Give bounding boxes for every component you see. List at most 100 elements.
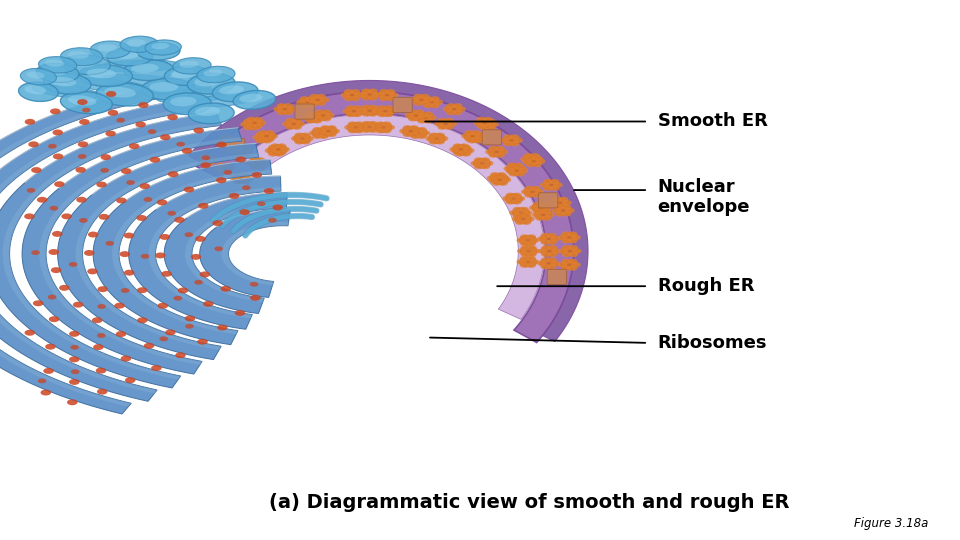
Ellipse shape bbox=[195, 107, 220, 116]
Circle shape bbox=[183, 186, 194, 192]
Circle shape bbox=[202, 156, 210, 160]
Circle shape bbox=[452, 144, 462, 149]
Circle shape bbox=[568, 252, 578, 257]
Circle shape bbox=[540, 208, 549, 214]
Ellipse shape bbox=[36, 63, 79, 83]
Circle shape bbox=[415, 116, 424, 122]
Ellipse shape bbox=[180, 61, 199, 68]
Circle shape bbox=[216, 164, 233, 173]
Circle shape bbox=[266, 135, 276, 140]
Circle shape bbox=[520, 157, 530, 162]
Circle shape bbox=[537, 236, 546, 241]
Circle shape bbox=[249, 157, 258, 163]
Circle shape bbox=[519, 257, 537, 267]
Circle shape bbox=[521, 189, 531, 194]
Circle shape bbox=[25, 119, 36, 125]
Circle shape bbox=[438, 124, 447, 130]
Circle shape bbox=[344, 96, 353, 101]
Circle shape bbox=[464, 131, 481, 141]
Circle shape bbox=[220, 134, 229, 140]
Circle shape bbox=[141, 254, 150, 259]
Circle shape bbox=[322, 116, 331, 122]
Circle shape bbox=[50, 109, 60, 114]
Circle shape bbox=[346, 112, 355, 117]
Circle shape bbox=[509, 210, 518, 215]
Circle shape bbox=[462, 145, 471, 150]
Ellipse shape bbox=[156, 89, 228, 103]
Circle shape bbox=[255, 138, 265, 144]
Circle shape bbox=[540, 233, 550, 238]
Ellipse shape bbox=[113, 51, 138, 59]
Ellipse shape bbox=[142, 78, 194, 100]
Circle shape bbox=[552, 203, 562, 208]
Circle shape bbox=[125, 377, 135, 383]
Circle shape bbox=[28, 141, 38, 147]
Circle shape bbox=[195, 236, 205, 242]
Circle shape bbox=[306, 118, 316, 124]
Circle shape bbox=[317, 129, 326, 134]
Circle shape bbox=[228, 193, 239, 199]
Circle shape bbox=[487, 176, 496, 181]
Circle shape bbox=[377, 112, 387, 117]
Circle shape bbox=[489, 146, 498, 151]
Circle shape bbox=[341, 92, 350, 98]
Circle shape bbox=[417, 113, 434, 123]
Circle shape bbox=[121, 288, 130, 293]
Circle shape bbox=[316, 115, 325, 120]
Ellipse shape bbox=[132, 64, 158, 73]
Polygon shape bbox=[188, 80, 588, 341]
Circle shape bbox=[369, 121, 378, 126]
Circle shape bbox=[262, 132, 272, 137]
Circle shape bbox=[526, 156, 536, 161]
Circle shape bbox=[427, 115, 437, 120]
Circle shape bbox=[411, 127, 420, 132]
Circle shape bbox=[545, 212, 555, 218]
Circle shape bbox=[559, 197, 568, 202]
Circle shape bbox=[454, 146, 471, 156]
Circle shape bbox=[507, 169, 516, 174]
Circle shape bbox=[191, 254, 202, 260]
Ellipse shape bbox=[164, 66, 210, 85]
Circle shape bbox=[256, 120, 266, 125]
Circle shape bbox=[257, 201, 266, 206]
Circle shape bbox=[550, 261, 560, 266]
Circle shape bbox=[312, 127, 322, 132]
Circle shape bbox=[296, 99, 305, 105]
Circle shape bbox=[345, 125, 354, 130]
Circle shape bbox=[492, 174, 501, 179]
Circle shape bbox=[244, 118, 253, 124]
Circle shape bbox=[526, 234, 536, 240]
Circle shape bbox=[32, 250, 40, 255]
Circle shape bbox=[275, 151, 284, 157]
Ellipse shape bbox=[143, 46, 167, 53]
Circle shape bbox=[49, 249, 60, 255]
Circle shape bbox=[413, 129, 422, 134]
Ellipse shape bbox=[204, 69, 223, 77]
Circle shape bbox=[552, 208, 562, 213]
Circle shape bbox=[252, 135, 262, 140]
Circle shape bbox=[292, 124, 301, 130]
Circle shape bbox=[348, 122, 357, 127]
Circle shape bbox=[159, 234, 170, 240]
Circle shape bbox=[116, 198, 127, 204]
Circle shape bbox=[84, 250, 95, 256]
Circle shape bbox=[519, 213, 529, 219]
Circle shape bbox=[258, 130, 268, 136]
Circle shape bbox=[27, 188, 36, 193]
Circle shape bbox=[533, 202, 542, 207]
Circle shape bbox=[361, 95, 371, 100]
Circle shape bbox=[540, 182, 549, 187]
Polygon shape bbox=[197, 92, 573, 342]
Polygon shape bbox=[39, 137, 242, 365]
Circle shape bbox=[76, 167, 86, 173]
Circle shape bbox=[414, 115, 423, 120]
Circle shape bbox=[379, 89, 389, 94]
Circle shape bbox=[523, 154, 540, 164]
Circle shape bbox=[369, 95, 378, 100]
Circle shape bbox=[175, 217, 185, 223]
Circle shape bbox=[562, 232, 571, 237]
Circle shape bbox=[87, 268, 98, 274]
Circle shape bbox=[37, 379, 46, 383]
Circle shape bbox=[255, 164, 265, 169]
Circle shape bbox=[571, 262, 581, 267]
